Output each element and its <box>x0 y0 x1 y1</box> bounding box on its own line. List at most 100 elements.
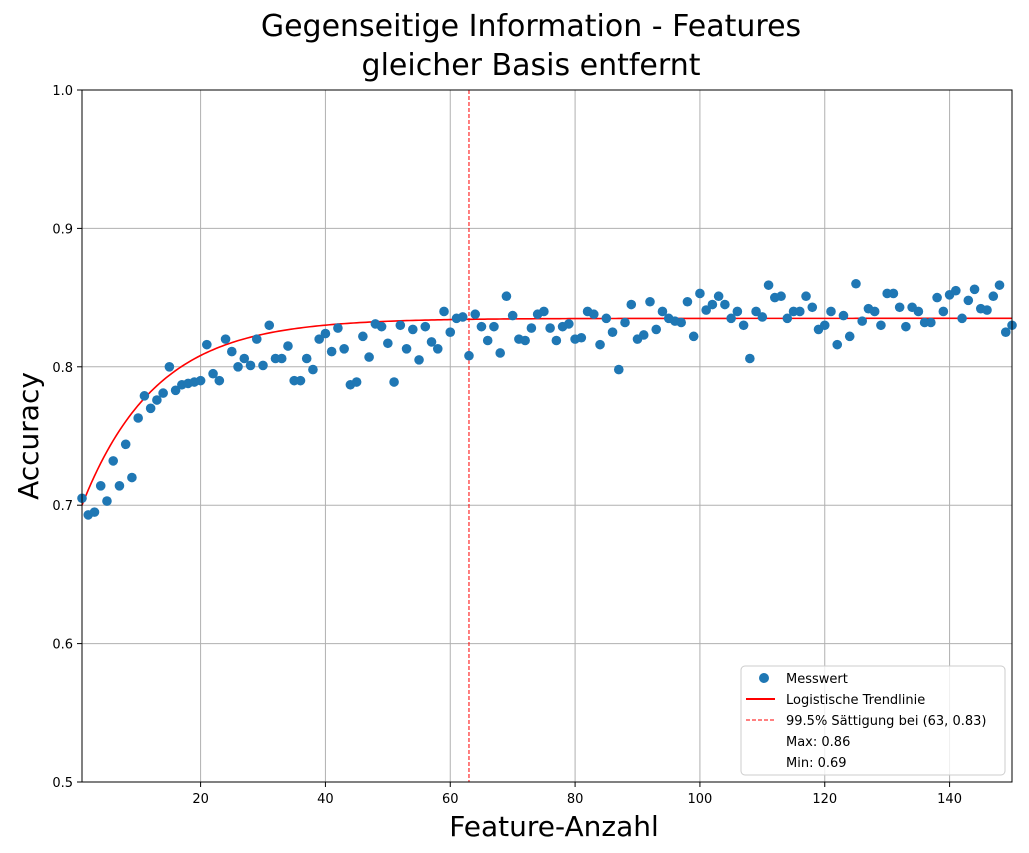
data-point <box>957 313 967 324</box>
data-point <box>969 284 980 295</box>
data-point <box>701 305 711 315</box>
data-point <box>857 316 867 326</box>
data-point <box>695 288 705 299</box>
data-point <box>819 320 830 331</box>
data-point <box>894 302 905 313</box>
data-point <box>626 299 637 310</box>
data-point <box>364 352 374 362</box>
x-axis-ticks: 20 40 60 80 100 120 140 <box>192 782 962 807</box>
data-point <box>214 375 225 386</box>
data-point <box>127 472 137 483</box>
data-point <box>489 321 499 332</box>
data-point <box>445 327 456 338</box>
data-point <box>108 456 119 466</box>
data-point <box>145 403 156 414</box>
data-point <box>251 334 262 344</box>
data-point <box>688 331 699 342</box>
data-point <box>233 362 243 372</box>
legend-label-max: Max: 0.86 <box>786 735 850 750</box>
data-point <box>208 368 218 379</box>
data-point <box>351 377 362 387</box>
x-tick-label: 80 <box>567 792 584 807</box>
data-point <box>994 280 1005 290</box>
data-point <box>751 306 761 317</box>
data-point <box>501 291 512 302</box>
trend-line <box>81 317 1012 506</box>
data-point <box>358 331 368 342</box>
data-point <box>832 339 843 350</box>
data-point <box>676 317 686 328</box>
data-point <box>607 327 618 338</box>
data-point <box>682 296 693 307</box>
data-point <box>763 280 774 290</box>
data-point <box>495 348 505 358</box>
data-point <box>395 320 406 331</box>
data-point <box>651 324 662 335</box>
data-point <box>638 330 649 340</box>
data-point <box>139 391 150 401</box>
y-tick-label: 0.8 <box>52 361 73 376</box>
data-point <box>164 362 175 372</box>
data-point <box>401 344 412 354</box>
data-point <box>295 375 306 386</box>
data-point <box>258 360 268 371</box>
data-point <box>844 331 855 342</box>
data-point <box>220 334 231 344</box>
data-point <box>613 364 624 375</box>
data-point <box>439 306 449 317</box>
data-point <box>314 334 324 344</box>
data-point <box>732 306 743 317</box>
data-point <box>657 306 668 317</box>
chart-title-line-2: gleicher Basis entfernt <box>362 48 701 83</box>
data-point <box>507 310 518 321</box>
data-point <box>988 291 999 302</box>
data-point <box>239 353 250 364</box>
data-point <box>601 313 612 324</box>
data-point <box>432 344 443 354</box>
data-point <box>576 332 587 343</box>
y-axis-label: Accuracy <box>12 372 45 500</box>
data-point <box>202 339 212 350</box>
y-axis-ticks: 0.5 0.6 0.7 0.8 0.9 1.0 <box>52 84 82 791</box>
data-point <box>464 350 474 361</box>
data-point <box>938 306 949 317</box>
data-point <box>301 353 312 364</box>
data-point <box>114 481 125 491</box>
data-point <box>707 299 718 310</box>
data-point <box>283 341 293 351</box>
data-point <box>102 496 112 506</box>
data-point <box>470 309 481 320</box>
data-points <box>77 278 1017 520</box>
data-point <box>420 321 431 332</box>
data-point <box>951 285 961 296</box>
data-point <box>1000 327 1011 338</box>
data-point <box>389 377 399 387</box>
legend-label-min: Min: 0.69 <box>786 756 847 771</box>
data-point <box>158 388 168 398</box>
legend-frame <box>740 665 1006 776</box>
legend-label-saturation: 99.5% Sättigung bei (63, 0.83) <box>786 714 986 729</box>
data-point <box>782 313 793 324</box>
data-point <box>95 481 106 491</box>
legend-label-measurement: Messwert <box>786 672 848 687</box>
data-point <box>564 319 574 329</box>
data-point <box>320 328 331 339</box>
data-point <box>901 321 911 332</box>
x-tick-label: 20 <box>192 792 209 807</box>
y-tick-label: 0.7 <box>52 499 73 514</box>
data-point <box>801 291 811 302</box>
x-tick-label: 140 <box>937 792 962 807</box>
data-point <box>595 339 605 350</box>
data-point <box>589 309 599 320</box>
data-point <box>551 335 562 346</box>
data-point <box>757 312 768 322</box>
data-point <box>376 321 387 332</box>
legend-marker-measurement-icon <box>759 673 769 683</box>
data-point <box>982 305 992 315</box>
data-point <box>838 310 849 321</box>
data-point <box>807 302 818 313</box>
plot-area-frame <box>81 89 1013 783</box>
data-point <box>745 353 755 364</box>
